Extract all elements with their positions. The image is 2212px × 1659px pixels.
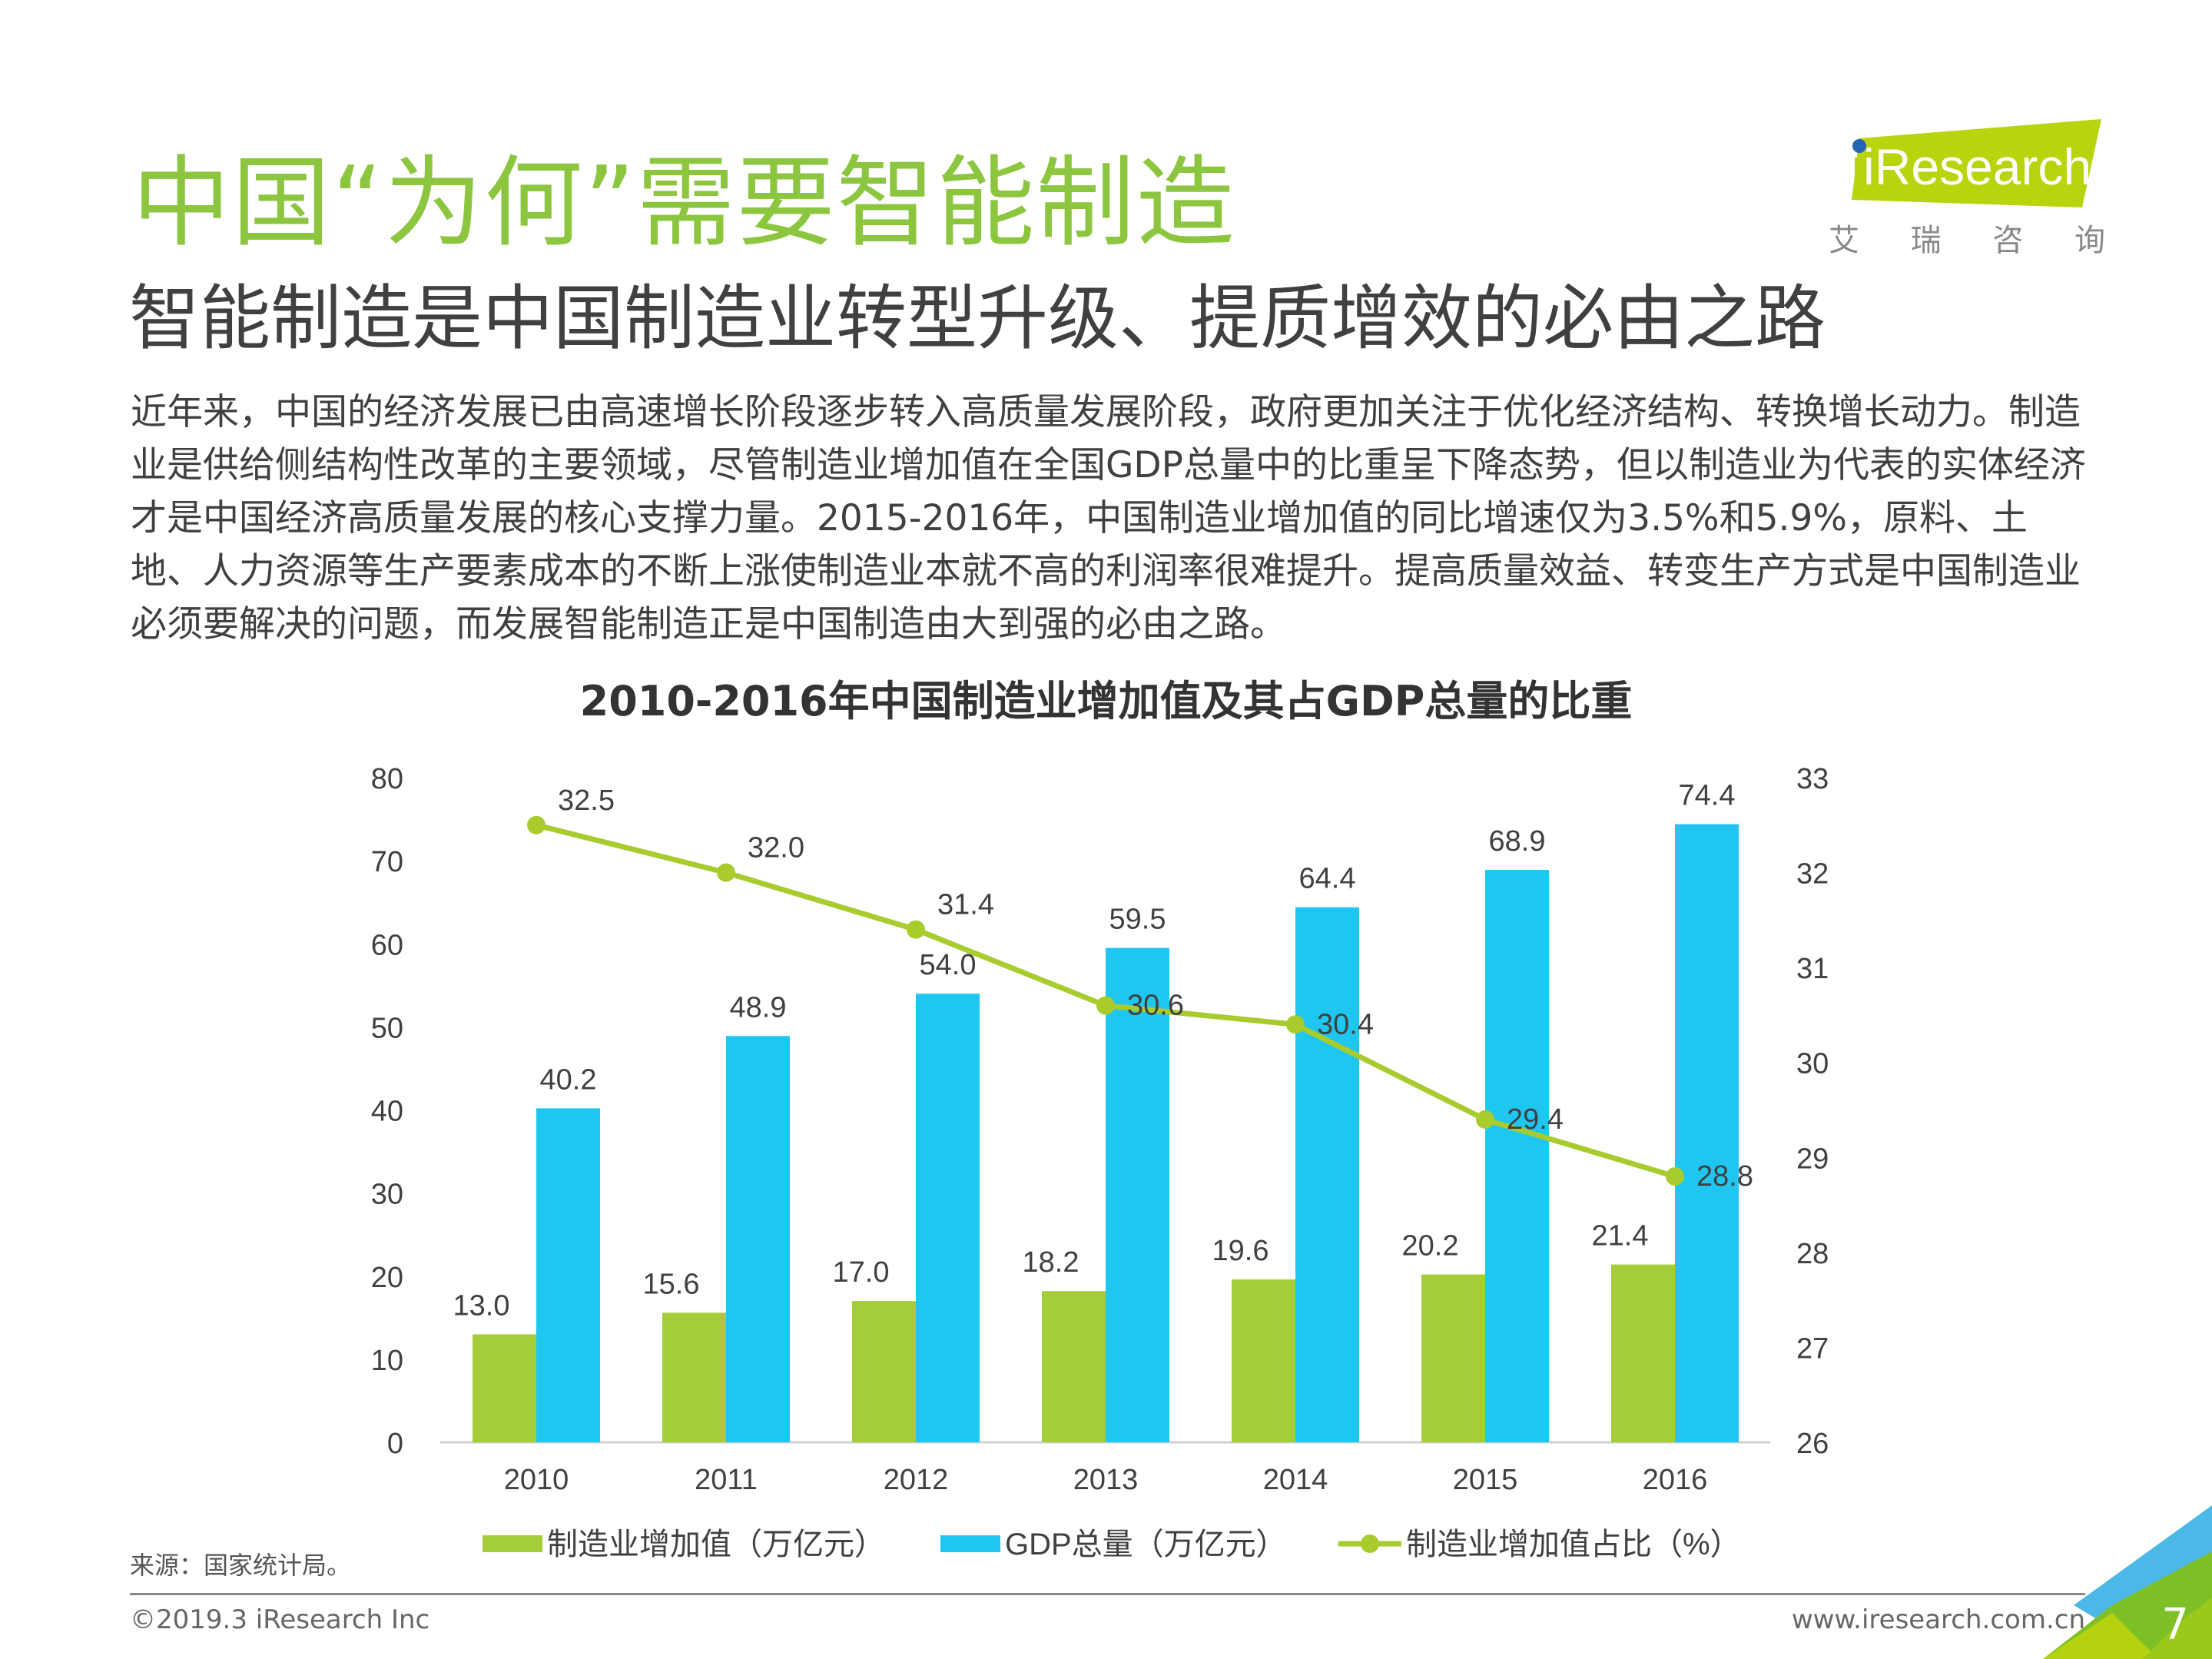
legend-swatch-gdp [940, 1535, 1000, 1552]
y-left-tick-label: 30 [371, 1179, 403, 1211]
x-tick-label: 2015 [1453, 1464, 1518, 1496]
point-ratio [1096, 996, 1115, 1015]
bar-gdp [1106, 947, 1169, 1442]
y-right-tick-label: 27 [1796, 1332, 1829, 1365]
body-paragraph: 近年来，中国的经济发展已由高速增长阶段逐步转入高质量发展阶段，政府更加关注于优化… [131, 391, 2086, 645]
x-tick-label: 2013 [1073, 1464, 1139, 1496]
data-label-ratio: 30.6 [1127, 990, 1184, 1022]
bar-manufacturing [852, 1301, 916, 1442]
data-label-manufacturing: 19.6 [1212, 1235, 1269, 1267]
point-ratio [1666, 1167, 1684, 1186]
point-ratio [1286, 1015, 1305, 1034]
point-ratio [717, 863, 735, 882]
y-left-tick-label: 70 [371, 846, 403, 878]
y-right-tick-label: 29 [1796, 1143, 1829, 1175]
data-label-gdp: 74.4 [1679, 780, 1736, 812]
bar-manufacturing [1042, 1291, 1106, 1442]
page-number: 7 [2161, 1600, 2189, 1650]
point-ratio [907, 920, 925, 939]
y-right-tick-label: 30 [1796, 1048, 1829, 1080]
y-left-tick-label: 10 [371, 1345, 403, 1377]
bar-manufacturing [1232, 1279, 1295, 1442]
legend-label-gdp: GDP总量（万亿元） [1005, 1528, 1287, 1561]
y-left-tick-label: 50 [371, 1012, 403, 1044]
bar-manufacturing [473, 1334, 536, 1442]
y-left-tick-label: 80 [371, 763, 403, 795]
legend-marker-ratio [1361, 1535, 1379, 1553]
data-label-manufacturing: 21.4 [1592, 1220, 1649, 1253]
y-right-tick-label: 31 [1796, 953, 1829, 985]
legend-label-ratio: 制造业增加值占比（%） [1406, 1528, 1741, 1561]
x-tick-label: 2016 [1643, 1464, 1708, 1496]
bar-gdp [1295, 907, 1359, 1442]
bar-manufacturing [1611, 1264, 1675, 1442]
data-label-ratio: 32.5 [558, 785, 615, 817]
data-label-ratio: 30.4 [1317, 1008, 1374, 1040]
data-label-ratio: 31.4 [937, 889, 994, 921]
logo-text: iResearch [1863, 138, 2091, 195]
logo-cn-char: 艾 [1829, 223, 1859, 258]
data-label-gdp: 64.4 [1299, 863, 1356, 895]
footer-divider [130, 1593, 2085, 1595]
chart-title: 2010-2016年中国制造业增加值及其占GDP总量的比重 [579, 677, 1633, 725]
y-right-tick-label: 33 [1796, 763, 1829, 795]
data-label-manufacturing: 20.2 [1402, 1230, 1459, 1262]
data-label-gdp: 40.2 [540, 1063, 597, 1096]
x-tick-label: 2011 [695, 1464, 758, 1496]
corner-decoration [2043, 1505, 2212, 1659]
data-label-gdp: 48.9 [730, 991, 787, 1024]
bar-gdp [916, 994, 980, 1442]
y-left-tick-label: 60 [371, 929, 403, 961]
bar-manufacturing [662, 1312, 726, 1442]
logo-cn-char: 咨 [1992, 223, 2024, 258]
point-ratio [527, 815, 546, 834]
bar-gdp [1675, 824, 1739, 1442]
data-label-ratio: 28.8 [1696, 1160, 1753, 1193]
data-label-ratio: 32.0 [748, 832, 804, 864]
copyright: ©2019.3 iResearch Inc [130, 1604, 430, 1635]
data-label-ratio: 29.4 [1507, 1103, 1564, 1136]
x-tick-label: 2010 [504, 1464, 569, 1496]
x-tick-label: 2014 [1263, 1464, 1328, 1496]
y-right-tick-label: 32 [1796, 858, 1829, 891]
logo-cn-char: 瑞 [1910, 223, 1942, 258]
bar-manufacturing [1421, 1274, 1485, 1442]
bar-gdp [726, 1036, 790, 1442]
logo-cn-char: 询 [2074, 223, 2105, 258]
data-label-gdp: 68.9 [1489, 825, 1546, 858]
data-label-gdp: 54.0 [920, 949, 977, 981]
point-ratio [1476, 1110, 1494, 1129]
y-left-tick-label: 0 [387, 1428, 403, 1460]
y-left-tick-label: 20 [371, 1262, 403, 1294]
bar-gdp [536, 1108, 600, 1442]
data-label-manufacturing: 17.0 [833, 1256, 890, 1289]
data-label-manufacturing: 13.0 [453, 1289, 510, 1322]
data-label-gdp: 59.5 [1109, 904, 1166, 936]
y-left-tick-label: 40 [371, 1096, 403, 1128]
x-tick-label: 2012 [884, 1464, 949, 1496]
y-right-tick-label: 28 [1796, 1238, 1829, 1270]
page-title: 中国“为何”需要智能制造 [132, 146, 1236, 260]
bar-gdp [1485, 870, 1549, 1442]
page-subtitle: 智能制造是中国制造业转型升级、提质增效的必由之路 [129, 277, 1826, 360]
data-label-manufacturing: 18.2 [1023, 1246, 1079, 1279]
website-link[interactable]: www.iresearch.com.cn [1791, 1604, 2085, 1635]
iresearch-logo: iResearch 艾 瑞 咨 询 [1829, 115, 2105, 258]
source-note: 来源：国家统计局。 [130, 1551, 352, 1580]
legend-label-manufacturing: 制造业增加值（万亿元） [547, 1528, 885, 1561]
y-right-tick-label: 26 [1796, 1428, 1829, 1460]
data-label-manufacturing: 15.6 [643, 1268, 700, 1300]
legend-swatch-manufacturing [483, 1535, 542, 1552]
